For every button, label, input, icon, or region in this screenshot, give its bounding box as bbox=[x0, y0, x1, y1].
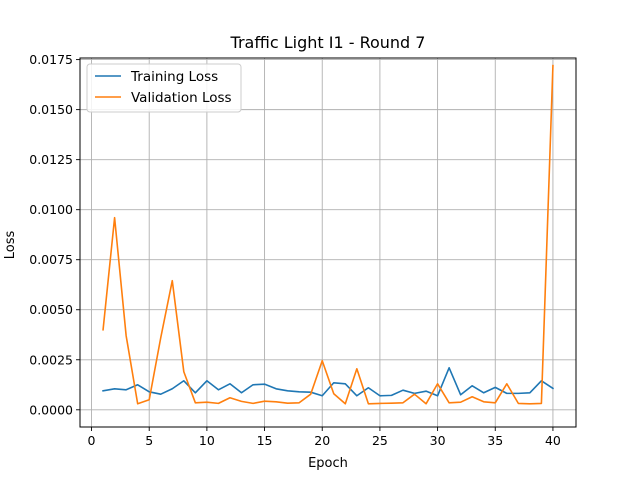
x-tick-label: 20 bbox=[314, 433, 330, 448]
y-tick-label: 0.0150 bbox=[29, 102, 73, 117]
legend-label-training-loss: Training Loss bbox=[130, 69, 218, 85]
x-tick-label: 0 bbox=[88, 433, 96, 448]
y-axis-label: Loss bbox=[3, 231, 18, 260]
x-tick-label: 5 bbox=[145, 433, 153, 448]
x-axis-label: Epoch bbox=[308, 456, 348, 471]
legend: Training Loss Validation Loss bbox=[86, 63, 242, 113]
y-tick-label: 0.0175 bbox=[29, 52, 73, 67]
x-tick-label: 30 bbox=[430, 433, 446, 448]
chart-title: Traffic Light I1 - Round 7 bbox=[230, 33, 426, 52]
series-line-training-loss bbox=[102, 366, 555, 397]
y-tick-label: 0.0025 bbox=[29, 352, 73, 367]
x-tick-label: 10 bbox=[199, 433, 215, 448]
y-tick-label: 0.0000 bbox=[29, 402, 73, 417]
x-tick-label: 35 bbox=[487, 433, 503, 448]
series-line-validation-loss bbox=[102, 64, 554, 405]
legend-box bbox=[86, 63, 242, 113]
x-tick-label: 25 bbox=[372, 433, 388, 448]
plot-frame bbox=[79, 57, 577, 428]
y-tick-label: 0.0075 bbox=[29, 252, 73, 267]
y-tick-label: 0.0125 bbox=[29, 152, 73, 167]
y-tick-label: 0.0100 bbox=[29, 202, 73, 217]
series-lines bbox=[102, 64, 555, 405]
legend-label-validation-loss: Validation Loss bbox=[131, 90, 232, 106]
y-tick-label: 0.0050 bbox=[29, 302, 73, 317]
x-tick-label: 40 bbox=[545, 433, 561, 448]
ticks: 0 5 10 15 20 25 30 35 40 0.0000 0.0025 0.0050 0.0075… bbox=[29, 52, 561, 448]
x-tick-label: 15 bbox=[257, 433, 273, 448]
grid bbox=[80, 58, 576, 427]
